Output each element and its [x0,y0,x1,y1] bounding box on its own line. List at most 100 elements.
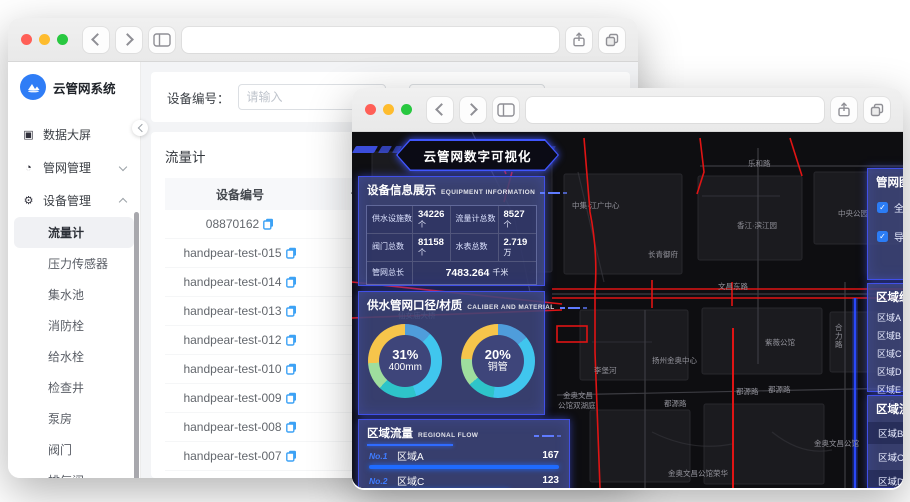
sidebar-item[interactable]: ▣ 数据大屏 [8,118,140,151]
address-bar[interactable] [526,96,824,123]
copy-tabs-icon [605,33,619,46]
chevron-right-icon [465,103,478,116]
layer-option[interactable]: ✓ 全选 [868,193,903,222]
close-window-icon[interactable] [21,34,32,45]
dashboard: 乐和路中集·江广中心香江·滨江园中央公园长青御府文昌东路仙女庙大桥合力路紫薇公馆… [352,132,903,488]
copy-icon[interactable] [263,218,274,230]
stat-label: 水表总数 [450,234,499,262]
copy-icon[interactable] [285,450,297,462]
maximize-window-icon[interactable] [401,104,412,115]
flow-row: No.2 区域C 123 [369,473,559,488]
sidebar-subitem[interactable]: 给水栓 [48,350,85,364]
stat-value: 2.719 万 [498,234,536,262]
data-screen-icon: ▣ [23,129,34,141]
header-dots-decoration [540,192,568,194]
panel-header: 供水管网口径/材质 CALIBER AND MATERIAL [359,292,587,316]
copy-icon[interactable] [285,305,297,317]
tabs-button[interactable] [864,96,890,123]
panel-title: 区域统计 [876,292,903,304]
sidebar-subitem[interactable]: 泵房 [48,412,73,426]
stat-value: 7483.264 千米 [445,266,509,279]
sidebar-subitem[interactable]: 集水池 [48,288,85,302]
device-id-cell: handpear-test-008 [165,420,315,434]
donut-label: 铜管 [487,362,508,374]
map-label: 金奥文昌公馆 [814,438,859,448]
legend-item[interactable]: 区域A [868,308,903,326]
sidebar-toggle-button[interactable] [149,26,175,53]
flow-row: No.1 区域A 167 [369,448,559,463]
region-flow-row[interactable]: 区域C [878,453,903,464]
app-logo-icon [20,74,46,100]
sidebar-toggle-button[interactable] [493,96,519,123]
col-device-id: 设备编号 [215,187,264,202]
sidebar-subitem[interactable]: 流量计 [14,217,134,248]
sidebar-collapse-button[interactable] [132,120,148,136]
sidebar-icon [497,102,515,117]
sidebar-item-label: 设备管理 [43,194,92,208]
back-button[interactable] [83,26,109,53]
checkbox-checked-icon[interactable]: ✓ [877,231,888,242]
donut-charts: 31% 400mm 20% 铜管 [359,316,544,398]
layer-option[interactable]: ✓ 导入 [868,222,903,251]
region-flow-row[interactable]: 区域D [868,470,903,488]
legend-item[interactable]: 区域C [868,344,903,362]
checkbox-checked-icon[interactable]: ✓ [877,202,888,213]
sidebar-subitem[interactable]: 排气阀 [8,465,140,478]
minimize-window-icon[interactable] [383,104,394,115]
share-button[interactable] [831,96,857,123]
chevron-left-icon [137,123,146,133]
stat-label: 供水设施数 [367,206,413,234]
copy-icon[interactable] [285,392,297,404]
legend-item[interactable]: 区域E [868,380,903,398]
sidebar-item[interactable]: ◔ 管网管理 [8,151,140,184]
copy-icon[interactable] [285,247,297,259]
copy-icon[interactable] [285,421,297,433]
device-id-cell: handpear-test-013 [165,304,315,318]
address-bar[interactable] [182,26,559,53]
share-button[interactable] [566,26,592,53]
panel-header: 设备信息展示 EQUIPMENT INFORMATION [359,177,568,201]
close-window-icon[interactable] [365,104,376,115]
forward-button[interactable] [116,26,142,53]
map-label: 中央公园 [838,208,868,218]
sidebar-item[interactable]: ⚙ 设备管理 [8,184,140,217]
tabs-button[interactable] [599,26,625,53]
equipment-info-panel: 设备信息展示 EQUIPMENT INFORMATION 供水设施数 34226 个… [358,176,568,286]
device-id-cell: handpear-test-012 [165,333,315,347]
legend-item[interactable]: 区域D [868,362,903,380]
pipe-layers-panel: 管网图层 ✓ 全选 ✓ 导入 [867,168,903,280]
copy-icon[interactable] [285,276,297,288]
panel-subtitle: REGIONAL FLOW [418,432,479,439]
donut-label: 400mm [388,362,422,374]
map-label: 合力路 [835,322,843,349]
maximize-window-icon[interactable] [57,34,68,45]
legend-label: 区域D [877,366,902,377]
layer-options: ✓ 全选 ✓ 导入 [868,193,903,251]
caliber-material-panel: 供水管网口径/材质 CALIBER AND MATERIAL 31% 400mm 2… [358,291,587,415]
sidebar-subitem[interactable]: 消防栓 [48,319,85,333]
panel-subtitle: CALIBER AND MATERIAL [467,304,555,311]
chevron-down-icon [118,162,128,171]
sidebar-subitem[interactable]: 压力传感器 [48,257,109,271]
region-label: 区域A [397,452,424,463]
legend-item[interactable]: 区域B [868,326,903,344]
map-label: 李堡河 [594,365,617,375]
traffic-lights [21,34,68,45]
legend-label: 区域E [877,384,902,395]
forward-button[interactable] [460,96,486,123]
sidebar-scrollbar[interactable] [134,212,139,478]
panel-title: 区域流量 [367,428,413,440]
pipe-network-icon: ◔ [25,161,32,174]
minimize-window-icon[interactable] [39,34,50,45]
region-flow-row[interactable]: 区域B [868,422,903,444]
copy-icon[interactable] [285,334,297,346]
donut-chart: 20% 铜管 [460,324,535,398]
sidebar-subitem[interactable]: 检查井 [48,381,85,395]
copy-icon[interactable] [285,363,297,375]
sidebar: 云管网系统 ▣ 数据大屏 ◔ 管网管理 ⚙ 设备管理 流量计 压力传感器 集水池 消防栓 给水栓检… [8,62,148,478]
map-label: 长青御府 [648,249,678,259]
back-button[interactable] [427,96,453,123]
donut-center: 20% 铜管 [471,335,524,387]
sidebar-subitem[interactable]: 阀门 [48,443,73,457]
